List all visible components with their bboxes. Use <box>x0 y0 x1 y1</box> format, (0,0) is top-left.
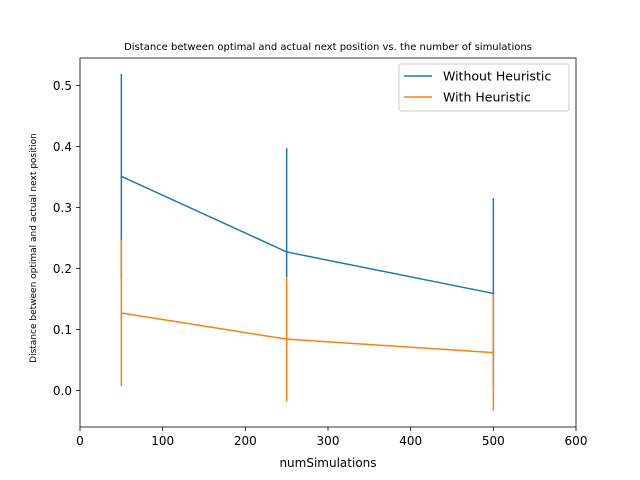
y-axis-label: Distance between optimal and actual next… <box>29 133 39 363</box>
x-axis: 0 100 200 300 400 500 600 <box>76 427 587 448</box>
x-tick-label: 100 <box>151 434 174 448</box>
y-tick-label: 0.2 <box>53 262 72 276</box>
y-tick-label: 0.0 <box>53 384 72 398</box>
y-tick-label: 0.1 <box>53 323 72 337</box>
x-axis-label: numSimulations <box>279 456 376 470</box>
legend: Without Heuristic With Heuristic <box>398 63 570 112</box>
x-tick-label: 300 <box>317 434 340 448</box>
legend-label: Without Heuristic <box>443 69 551 84</box>
y-tick-label: 0.5 <box>53 79 72 93</box>
x-tick-label: 500 <box>482 434 505 448</box>
series-layer <box>120 73 495 411</box>
y-tick-label: 0.4 <box>53 140 72 154</box>
x-tick-label: 0 <box>76 434 84 448</box>
series-line <box>121 312 494 354</box>
series-1 <box>120 239 495 411</box>
y-axis: 0.0 0.1 0.2 0.3 0.4 0.5 <box>53 79 80 398</box>
x-tick-label: 200 <box>234 434 257 448</box>
x-tick-label: 400 <box>399 434 422 448</box>
series-line <box>121 175 494 295</box>
chart-title: Distance between optimal and actual next… <box>124 42 532 53</box>
x-tick-label: 600 <box>565 434 588 448</box>
y-tick-label: 0.3 <box>53 201 72 215</box>
legend-label: With Heuristic <box>443 90 531 105</box>
legend-box <box>398 63 570 112</box>
